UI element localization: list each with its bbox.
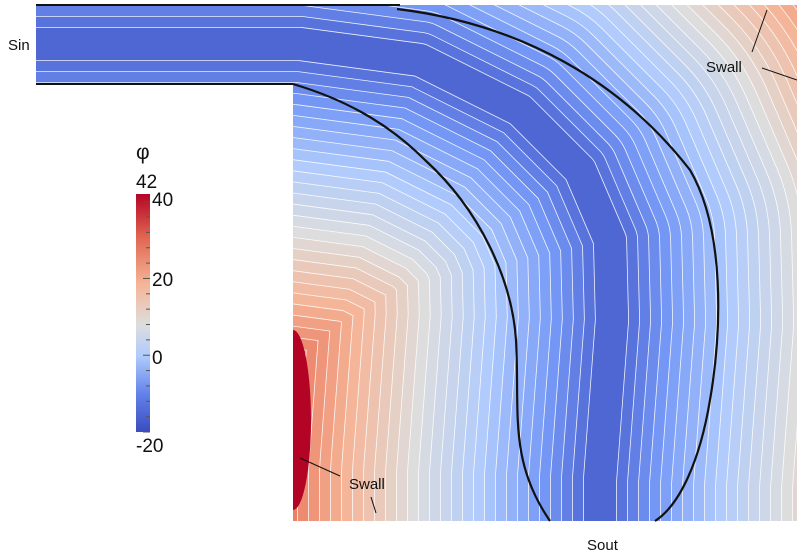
field-band <box>36 27 629 521</box>
colorbar-title: φ <box>136 141 150 164</box>
colorbar-tick-label: 0 <box>152 348 163 369</box>
outlet-label: Sout <box>587 537 618 554</box>
wall-top-leader <box>761 67 797 81</box>
wall-bottom-leader <box>299 457 341 477</box>
wall-top-leader <box>751 9 768 53</box>
wall-label-top: Swall <box>706 59 742 76</box>
colorbar-max-label: 42 <box>136 172 158 193</box>
wall-maximum-region <box>275 330 311 510</box>
colorbar-ticks <box>143 201 150 433</box>
colorbar-tick-label: 40 <box>152 190 174 211</box>
colorbar-bar <box>136 194 150 432</box>
colorbar-tick-label: 20 <box>152 270 174 291</box>
inlet-label: Sin <box>8 37 30 54</box>
wall-label-bottom: Swall <box>349 476 385 493</box>
zero-level-contour <box>396 7 720 522</box>
zero-level-contour <box>292 82 551 522</box>
colorbar-min-label: -20 <box>136 436 164 457</box>
wall-bottom-leader <box>370 496 377 514</box>
colorbar <box>136 194 150 433</box>
